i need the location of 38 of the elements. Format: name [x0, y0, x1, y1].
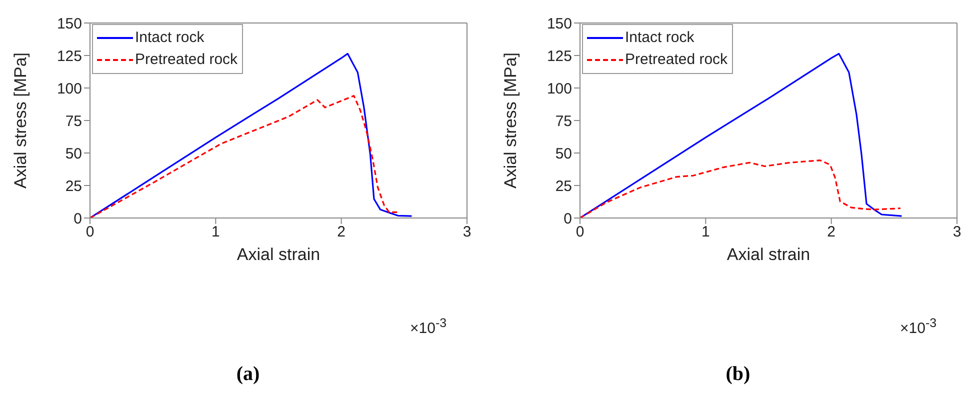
y-tick-label: 0: [74, 210, 82, 228]
y-tick-label: 150: [56, 15, 82, 32]
x-axis-title: Axial strain: [726, 245, 810, 264]
y-axis-title: Axial stress [MPa]: [501, 52, 520, 189]
x-tick-label: 0: [576, 224, 584, 241]
line-series: [580, 159, 902, 218]
legend-label: Pretreated rock: [135, 50, 238, 70]
y-tick-label: 100: [56, 80, 82, 98]
y-tick-label: 75: [555, 112, 572, 130]
y-tick-label: 25: [555, 178, 572, 195]
x-tick-label: 3: [952, 224, 962, 241]
y-tick-label: 25: [65, 178, 82, 195]
x-tick-label: 1: [701, 224, 710, 241]
x-axis-title: Axial strain: [236, 245, 320, 264]
y-tick-label: 125: [56, 48, 82, 65]
y-tick-label: 125: [546, 48, 572, 65]
y-tick-label: 50: [65, 145, 82, 162]
line-series: [580, 52, 903, 218]
x-tick-label: 1: [211, 224, 220, 241]
legend-label: Intact rock: [135, 28, 204, 48]
y-tick-label: 50: [555, 145, 572, 162]
y-tick-label: 75: [65, 112, 82, 130]
y-tick-label: 150: [546, 15, 572, 32]
line-series: [90, 95, 400, 218]
y-tick-label: 0: [564, 210, 572, 228]
x-tick-label: 0: [86, 224, 94, 241]
text: ×10$^{-3}$: [410, 316, 447, 337]
text: ×10$^{-3}$: [900, 316, 937, 337]
y-axis-title: Axial stress [MPa]: [11, 52, 30, 189]
legend-label: Pretreated rock: [625, 50, 728, 70]
x-tick-label: 3: [462, 224, 472, 241]
x-tick-label: 2: [827, 224, 836, 241]
x-tick-label: 2: [337, 224, 346, 241]
legend-label: Intact rock: [625, 28, 694, 48]
text: (b): [726, 363, 750, 385]
text: (a): [236, 363, 260, 385]
line-series: [90, 52, 413, 218]
y-tick-label: 100: [546, 80, 572, 98]
